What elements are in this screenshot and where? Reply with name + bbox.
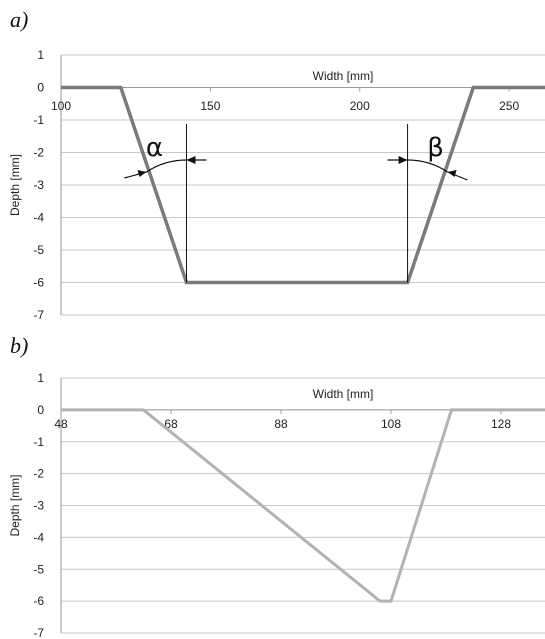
alpha-label: α bbox=[146, 133, 163, 163]
beta-arc bbox=[407, 159, 448, 173]
x-tick-label: 68 bbox=[164, 417, 178, 431]
y-tick-label: 0 bbox=[37, 81, 44, 95]
y-tick-label: -4 bbox=[33, 211, 44, 225]
y-tick-label: -3 bbox=[33, 178, 44, 192]
y-tick-label: -3 bbox=[33, 499, 44, 513]
y-tick-label: -6 bbox=[33, 594, 44, 608]
y-tick-label: -4 bbox=[33, 530, 44, 544]
x-axis-title: Width [mm] bbox=[313, 69, 374, 83]
x-tick-label: 250 bbox=[499, 99, 519, 113]
alpha-arrowhead bbox=[137, 170, 147, 177]
series-line bbox=[61, 85, 545, 285]
y-tick-label: -7 bbox=[33, 626, 44, 639]
alpha-arc bbox=[146, 159, 187, 173]
alpha-arrowhead bbox=[186, 156, 196, 164]
x-axis-title: Width [mm] bbox=[313, 387, 374, 401]
y-tick-label: 0 bbox=[37, 403, 44, 417]
beta-arrowhead bbox=[447, 170, 457, 177]
y-tick-label: -6 bbox=[33, 276, 44, 290]
panel-label: a) bbox=[10, 7, 28, 32]
chart-panel-b: b) 1 0 -1 -2 -3 -4 -5 -6 -7 48 68 88 108 128 Width [mm]… bbox=[8, 333, 545, 639]
x-tick-label: 88 bbox=[274, 417, 288, 431]
y-tick-label: 1 bbox=[37, 48, 44, 62]
chart-panel-a: a) 1 0 -1 -2 -3 -4 -5 -6 -7 100 150 200 250 Width [mm]… bbox=[8, 7, 545, 322]
panel-label: b) bbox=[10, 333, 28, 358]
x-tick-label: 128 bbox=[491, 417, 511, 431]
y-tick-label: -5 bbox=[33, 562, 44, 576]
x-tick-label: 150 bbox=[200, 99, 220, 113]
y-tick-label: -5 bbox=[33, 243, 44, 257]
y-tick-label: -1 bbox=[33, 435, 44, 449]
beta-label: β bbox=[427, 133, 444, 163]
x-tick-label: 108 bbox=[381, 417, 401, 431]
y-axis-title: Depth [mm] bbox=[8, 474, 22, 536]
series-line bbox=[61, 408, 545, 603]
y-axis-title: Depth [mm] bbox=[8, 154, 22, 216]
y-tick-label: -7 bbox=[33, 308, 44, 322]
y-tick-label: -1 bbox=[33, 113, 44, 127]
beta-arrowhead bbox=[398, 156, 408, 164]
x-tick-label: 48 bbox=[54, 417, 68, 431]
y-tick-label: 1 bbox=[37, 371, 44, 385]
y-tick-label: -2 bbox=[33, 467, 44, 481]
x-tick-label: 200 bbox=[350, 99, 370, 113]
x-tick-label: 100 bbox=[51, 99, 71, 113]
y-tick-label: -2 bbox=[33, 146, 44, 160]
